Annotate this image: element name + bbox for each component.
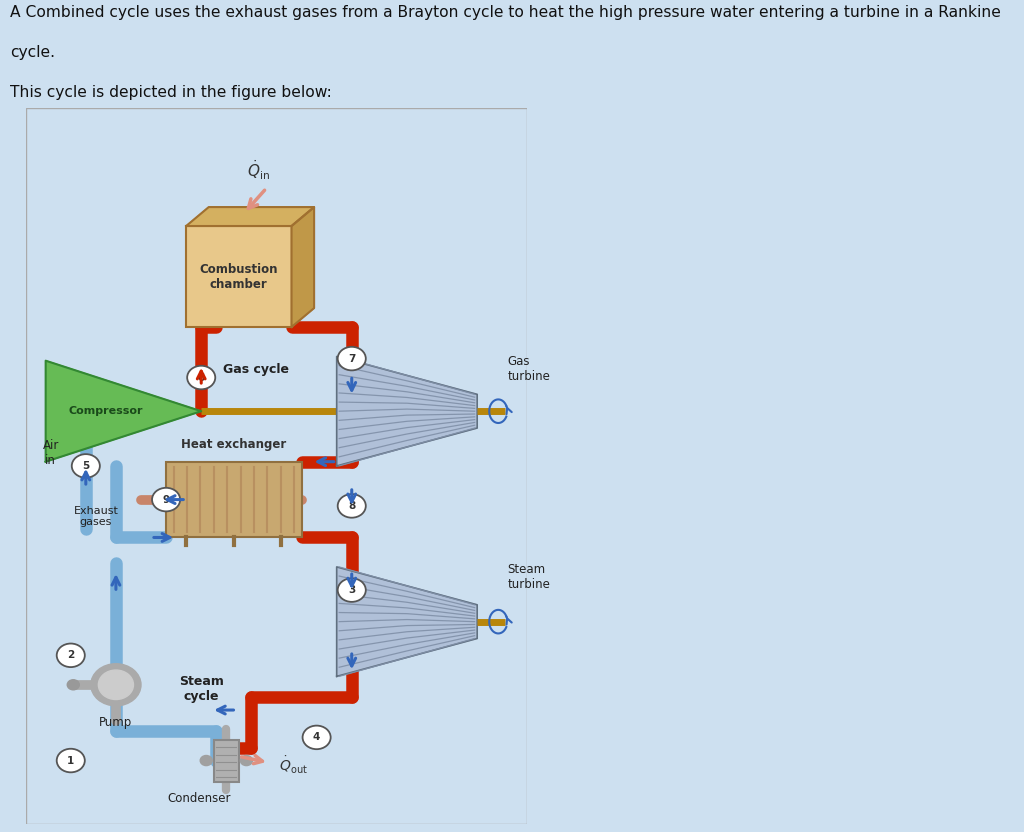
Circle shape — [68, 680, 79, 690]
Text: cycle.: cycle. — [10, 45, 55, 60]
Circle shape — [241, 755, 252, 765]
Text: 9: 9 — [163, 494, 170, 504]
Text: Combustion
chamber: Combustion chamber — [200, 263, 279, 290]
Text: 6: 6 — [198, 373, 205, 383]
Text: 3: 3 — [348, 585, 355, 595]
Text: Gas
turbine: Gas turbine — [507, 355, 550, 383]
Text: Air
in: Air in — [43, 439, 58, 468]
Text: 7: 7 — [348, 354, 355, 364]
Text: Steam
cycle: Steam cycle — [179, 675, 223, 703]
Circle shape — [302, 726, 331, 749]
Text: This cycle is depicted in the figure below:: This cycle is depicted in the figure bel… — [10, 85, 332, 100]
Text: 2: 2 — [68, 651, 75, 661]
Bar — [166, 462, 301, 537]
Circle shape — [91, 664, 141, 706]
Polygon shape — [46, 361, 201, 462]
Text: 4: 4 — [313, 732, 321, 742]
Text: 8: 8 — [348, 501, 355, 511]
Circle shape — [338, 494, 366, 518]
Bar — [186, 226, 292, 327]
Text: Steam
turbine: Steam turbine — [507, 563, 550, 592]
Circle shape — [187, 366, 215, 389]
Polygon shape — [337, 356, 477, 466]
Circle shape — [338, 347, 366, 370]
Text: Gas cycle: Gas cycle — [223, 363, 290, 375]
Bar — [214, 740, 239, 781]
Circle shape — [72, 454, 100, 478]
Text: $\dot{Q}_\mathrm{out}$: $\dot{Q}_\mathrm{out}$ — [279, 755, 308, 776]
Polygon shape — [186, 207, 314, 226]
Circle shape — [56, 749, 85, 772]
Polygon shape — [292, 207, 314, 327]
Text: $\dot{Q}_\mathrm{in}$: $\dot{Q}_\mathrm{in}$ — [248, 158, 270, 182]
Circle shape — [56, 643, 85, 667]
Text: 5: 5 — [82, 461, 89, 471]
Text: A Combined cycle uses the exhaust gases from a Brayton cycle to heat the high pr: A Combined cycle uses the exhaust gases … — [10, 5, 1001, 20]
Text: 1: 1 — [68, 755, 75, 765]
Text: Pump: Pump — [99, 716, 132, 730]
Text: Heat exchanger: Heat exchanger — [181, 438, 287, 451]
Circle shape — [338, 578, 366, 602]
Text: Compressor: Compressor — [69, 406, 143, 416]
Circle shape — [98, 670, 133, 700]
Circle shape — [152, 488, 180, 512]
Text: Exhaust
gases: Exhaust gases — [74, 506, 119, 527]
Circle shape — [201, 755, 212, 765]
Text: Condenser: Condenser — [167, 792, 230, 805]
Polygon shape — [337, 567, 477, 676]
